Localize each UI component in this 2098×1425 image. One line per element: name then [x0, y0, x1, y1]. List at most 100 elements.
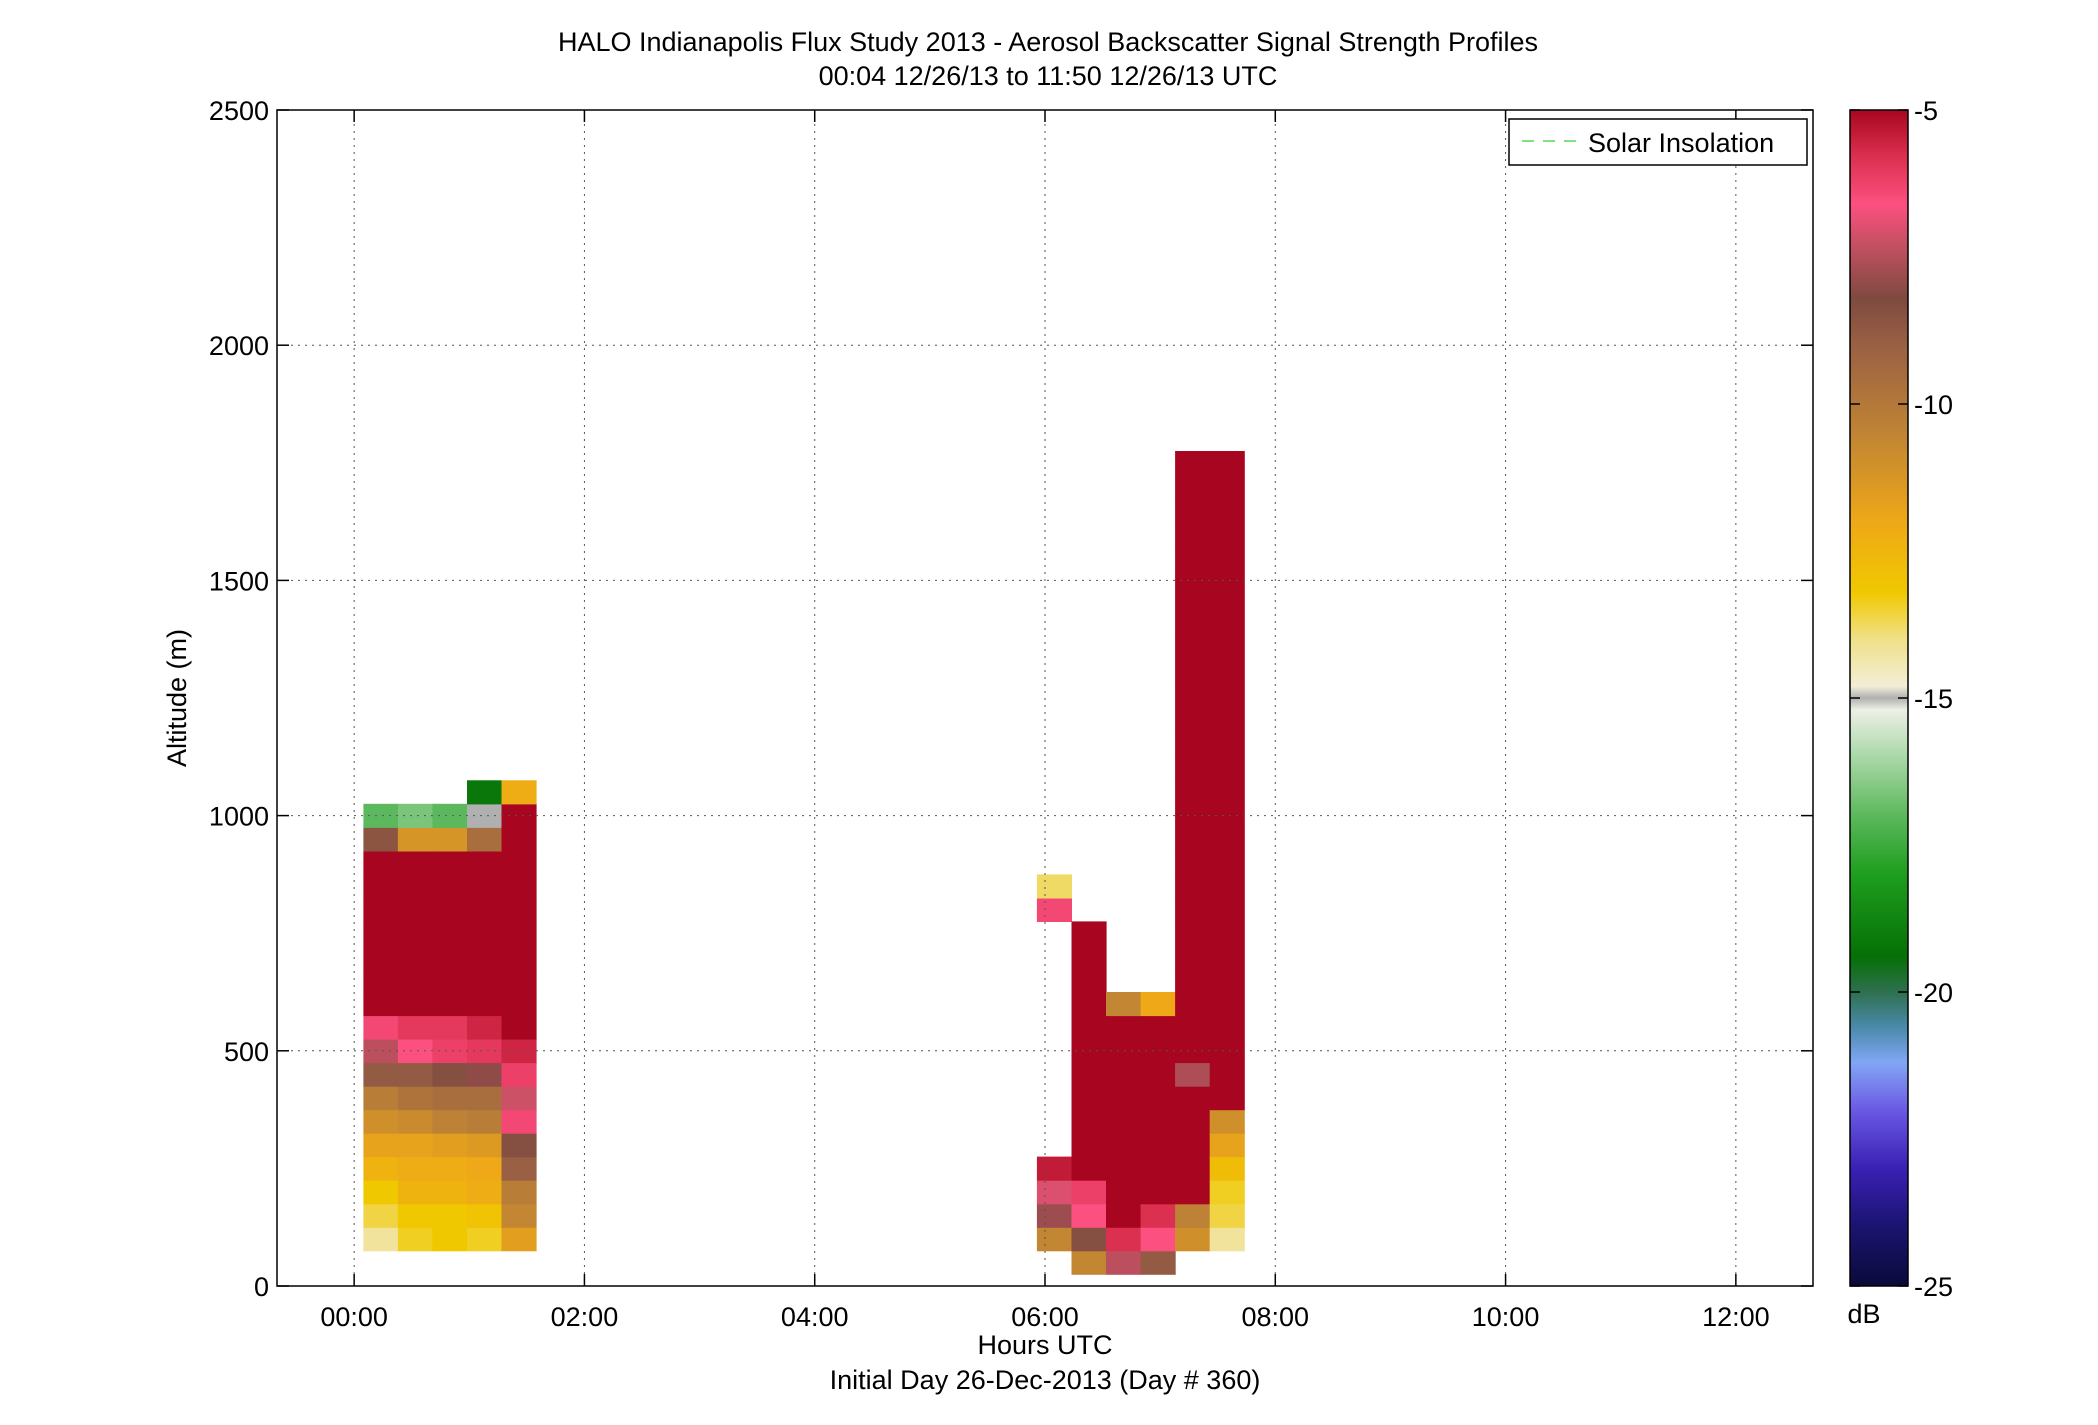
- heatmap-cell: [363, 874, 399, 899]
- heatmap-cell: [432, 992, 468, 1017]
- heatmap-cell: [501, 1039, 537, 1064]
- heatmap-cell: [1175, 1086, 1211, 1111]
- heatmap-cell: [1071, 1015, 1107, 1040]
- heatmap-cell: [1175, 545, 1211, 570]
- heatmap-cell: [1209, 1203, 1245, 1228]
- y-tick-label: 2500: [209, 96, 269, 126]
- colorbar-tick-label: -25: [1914, 1272, 1953, 1302]
- heatmap-cell: [1175, 592, 1211, 617]
- heatmap-cell: [467, 1109, 503, 1134]
- heatmap-cell: [397, 1062, 433, 1087]
- heatmap-cell: [1209, 568, 1245, 593]
- heatmap-cell: [432, 1039, 468, 1064]
- heatmap-cell: [363, 968, 399, 993]
- heatmap-cell: [432, 827, 468, 852]
- heatmap-cell: [1140, 1015, 1176, 1040]
- heatmap-cell: [432, 1180, 468, 1205]
- heatmap-cell: [501, 1227, 537, 1252]
- heatmap-cell: [501, 1109, 537, 1134]
- heatmap-cell: [1175, 921, 1211, 946]
- heatmap-cell: [1175, 521, 1211, 546]
- heatmap-cell: [432, 1015, 468, 1040]
- x-axis-ticks: 00:00 02:00 04:00 06:00 08:00 10:00 12:00: [320, 110, 1770, 1332]
- heatmap-cell: [397, 1086, 433, 1111]
- heatmap-cell: [397, 1203, 433, 1228]
- x-tick-label: 08:00: [1241, 1302, 1309, 1332]
- heatmap-cell: [1175, 780, 1211, 805]
- heatmap-cell: [1175, 474, 1211, 499]
- y-tick-label: 1000: [209, 802, 269, 832]
- heatmap-cell: [501, 874, 537, 899]
- heatmap-cell: [501, 1133, 537, 1158]
- heatmap-cell: [1209, 968, 1245, 993]
- heatmap-cell: [1106, 1086, 1142, 1111]
- colorbar-tick-label: -10: [1914, 390, 1953, 420]
- heatmap-cell: [467, 897, 503, 922]
- heatmap-cell: [1209, 756, 1245, 781]
- heatmap-cell: [1106, 992, 1142, 1017]
- heatmap-cell: [363, 1109, 399, 1134]
- heatmap-cell: [397, 1109, 433, 1134]
- heatmap-cell: [363, 945, 399, 970]
- heatmap-cell: [397, 921, 433, 946]
- heatmap-cell: [363, 1062, 399, 1087]
- heatmap-cell: [501, 1086, 537, 1111]
- heatmap-cell: [1175, 451, 1211, 476]
- heatmap-cell: [467, 921, 503, 946]
- heatmap-cell: [467, 803, 503, 828]
- heatmap-cell: [501, 968, 537, 993]
- heatmap-cell: [432, 1109, 468, 1134]
- heatmap-cell: [1209, 803, 1245, 828]
- heatmap-cell: [363, 1015, 399, 1040]
- heatmap-cell: [363, 1086, 399, 1111]
- chart-subtitle: 00:04 12/26/13 to 11:50 12/26/13 UTC: [819, 61, 1278, 91]
- heatmap-cell: [1209, 498, 1245, 523]
- heatmap-cell: [467, 1015, 503, 1040]
- heatmap-cell: [1209, 1062, 1245, 1087]
- heatmap-cell: [1209, 639, 1245, 664]
- heatmap-cell: [1209, 1086, 1245, 1111]
- heatmap-cell: [1071, 945, 1107, 970]
- heatmap-cell: [1106, 1015, 1142, 1040]
- heatmap-cell: [1175, 874, 1211, 899]
- heatmap-cell: [432, 1086, 468, 1111]
- heatmap-cell: [1209, 709, 1245, 734]
- heatmap-cell: [1175, 897, 1211, 922]
- heatmap-cell: [1175, 1156, 1211, 1181]
- heatmap-cell: [1209, 1015, 1245, 1040]
- heatmap-cell: [1071, 992, 1107, 1017]
- y-axis-label: Altitude (m): [162, 629, 192, 767]
- heatmap-cell: [432, 897, 468, 922]
- legend: Solar Insolation: [1508, 118, 1808, 166]
- x-tick-label: 12:00: [1702, 1302, 1770, 1332]
- heatmap-cell: [1209, 992, 1245, 1017]
- heatmap-cell: [363, 921, 399, 946]
- heatmap-cell: [501, 780, 537, 805]
- heatmap-cell: [1175, 498, 1211, 523]
- heatmap-cell: [432, 1156, 468, 1181]
- heatmap-cell: [397, 897, 433, 922]
- heatmap-cell: [467, 968, 503, 993]
- heatmap-cell: [1175, 827, 1211, 852]
- colorbar-tick-label: -20: [1914, 978, 1953, 1008]
- heatmap-cell: [1209, 1227, 1245, 1252]
- heatmap-cell: [363, 1133, 399, 1158]
- legend-box: [1508, 118, 1808, 166]
- heatmap-cell: [1209, 451, 1245, 476]
- heatmap-cell: [432, 803, 468, 828]
- heatmap-cell: [1175, 1109, 1211, 1134]
- heatmap-cell: [1140, 1250, 1176, 1275]
- heatmap-cell: [1106, 1062, 1142, 1087]
- heatmap-cell: [467, 1203, 503, 1228]
- heatmap-cell: [1106, 1250, 1142, 1275]
- heatmap-cell: [397, 874, 433, 899]
- x-tick-label: 10:00: [1472, 1302, 1540, 1332]
- heatmap-cell: [432, 921, 468, 946]
- x-tick-label: 04:00: [781, 1302, 849, 1332]
- heatmap-cell: [467, 1086, 503, 1111]
- heatmap-cell: [467, 827, 503, 852]
- heatmap-cell: [501, 897, 537, 922]
- heatmap-cell: [501, 945, 537, 970]
- heatmap-cell: [1175, 756, 1211, 781]
- heatmap-cell: [1106, 1180, 1142, 1205]
